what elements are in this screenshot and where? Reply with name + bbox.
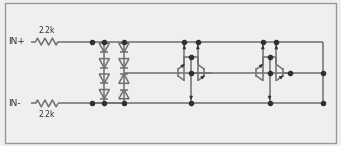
- Polygon shape: [259, 64, 263, 68]
- Polygon shape: [183, 46, 186, 49]
- Polygon shape: [268, 96, 271, 99]
- Polygon shape: [275, 46, 278, 49]
- Polygon shape: [181, 64, 184, 68]
- Polygon shape: [262, 46, 264, 49]
- Polygon shape: [190, 96, 192, 99]
- FancyBboxPatch shape: [5, 3, 336, 143]
- Text: IN-: IN-: [8, 99, 21, 108]
- Text: 2.2k: 2.2k: [39, 26, 55, 35]
- Polygon shape: [201, 76, 204, 79]
- Polygon shape: [196, 46, 199, 49]
- Text: IN+: IN+: [8, 37, 25, 46]
- Text: 2.2k: 2.2k: [39, 110, 55, 119]
- Polygon shape: [279, 76, 283, 79]
